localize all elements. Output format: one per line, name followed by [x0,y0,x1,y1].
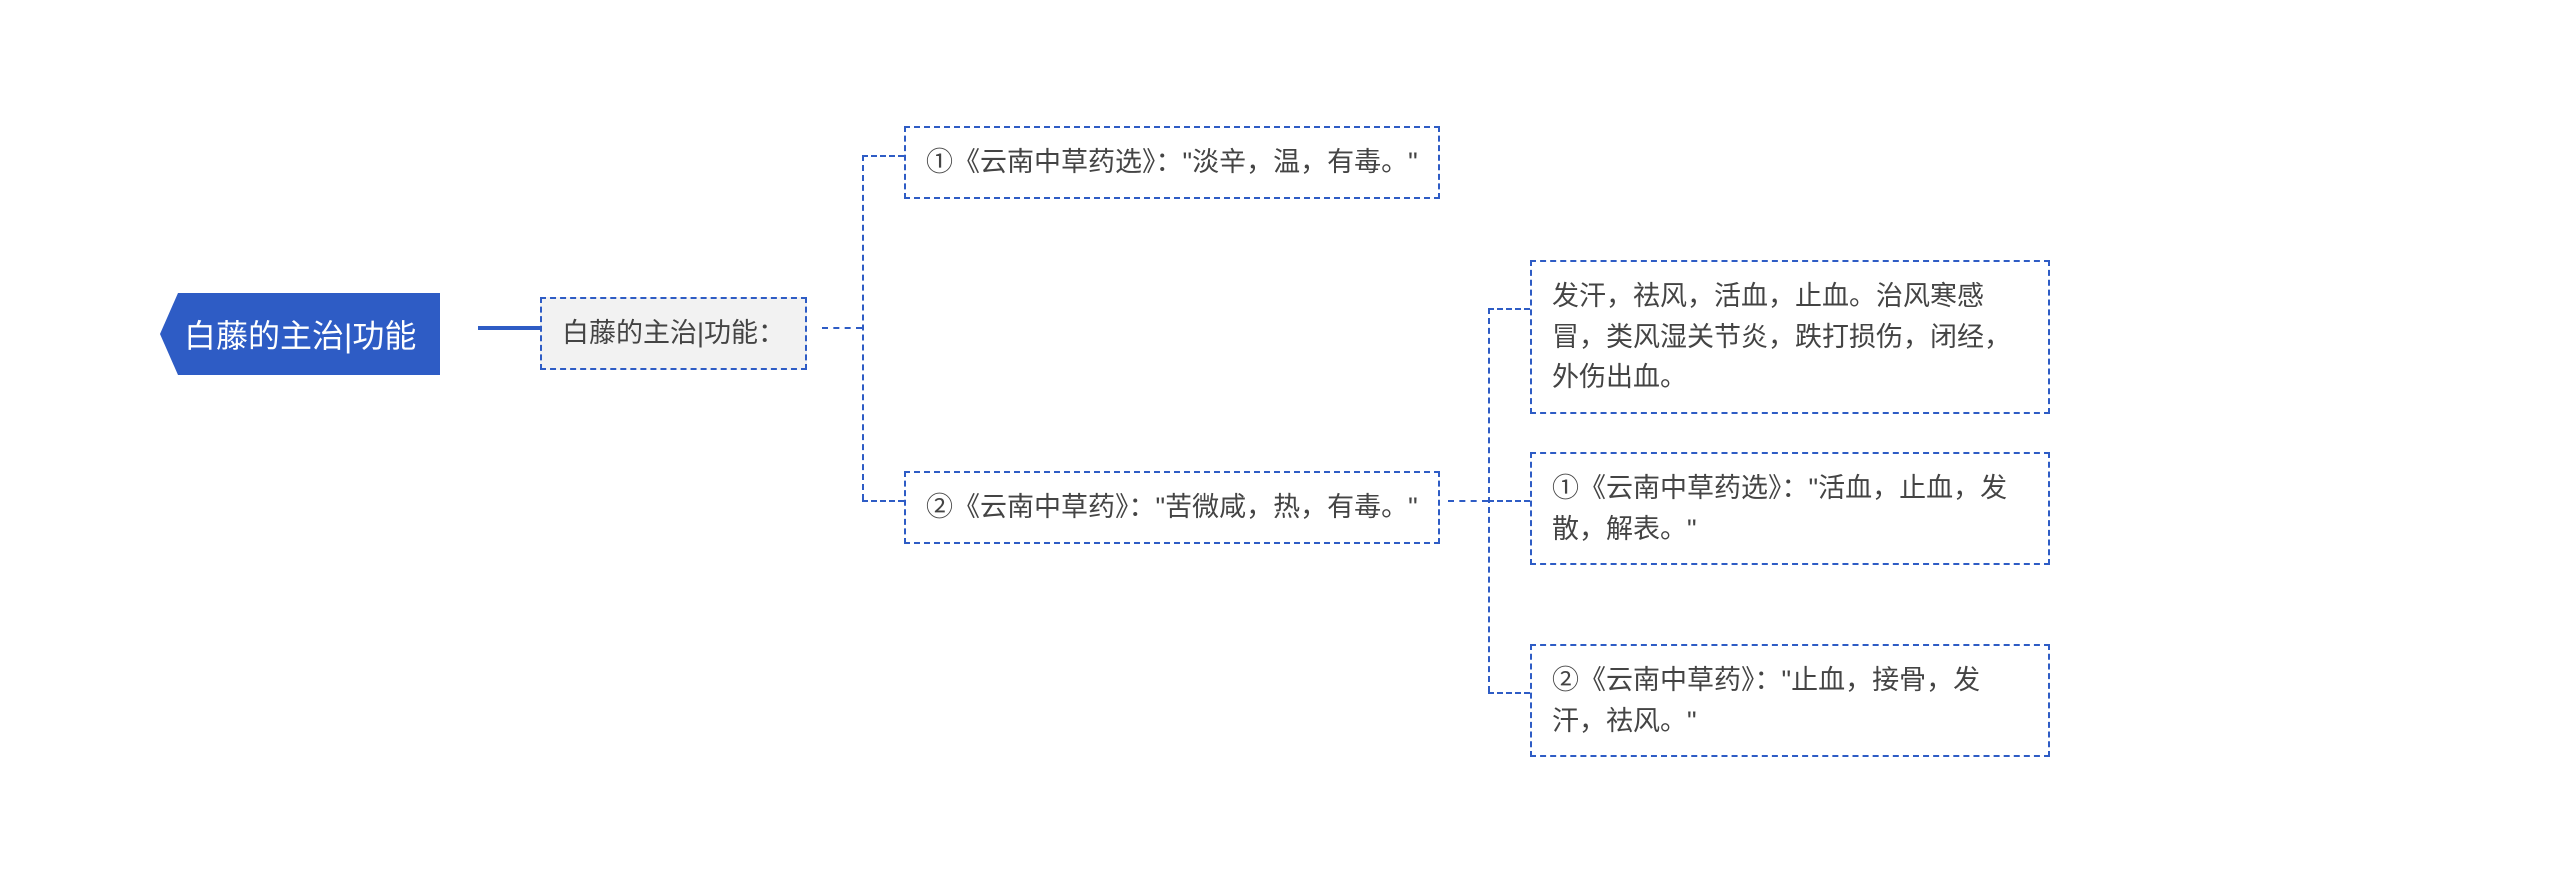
connector-to-l3-0 [1488,308,1530,310]
level3-node-2[interactable]: ②《云南中草药》："止血，接骨，发汗，祛风。" [1530,644,2050,757]
connector-l2-1-out [1448,500,1488,502]
connector-to-l3-1 [1488,500,1530,502]
connector-l1-vsplit [862,155,864,500]
level3-label-2: ②《云南中草药》："止血，接骨，发汗，祛风。" [1552,665,1980,736]
connector-to-l2-1 [862,500,904,502]
connector-root-l1 [478,326,540,330]
root-node[interactable]: 白藤的主治|功能 [160,293,440,375]
level3-label-0: 发汗，祛风，活血，止血。治风寒感冒，类风湿关节炎，跌打损伤，闭经，外伤出血。 [1552,281,2011,392]
level2-node-1[interactable]: ②《云南中草药》："苦微咸，热，有毒。" [904,471,1440,544]
connector-to-l3-2 [1488,692,1530,694]
level3-node-1[interactable]: ①《云南中草药选》："活血，止血，发散，解表。" [1530,452,2050,565]
connector-l1-out [822,327,862,329]
level2-label-0: ①《云南中草药选》："淡辛，温，有毒。" [926,147,1418,177]
level3-node-0[interactable]: 发汗，祛风，活血，止血。治风寒感冒，类风湿关节炎，跌打损伤，闭经，外伤出血。 [1530,260,2050,414]
level1-label: 白藤的主治|功能： [562,318,785,348]
level2-node-0[interactable]: ①《云南中草药选》："淡辛，温，有毒。" [904,126,1440,199]
connector-to-l2-0 [862,155,904,157]
level1-node[interactable]: 白藤的主治|功能： [540,297,807,370]
root-label: 白藤的主治|功能 [184,318,416,354]
level2-label-1: ②《云南中草药》："苦微咸，热，有毒。" [926,492,1418,522]
level3-label-1: ①《云南中草药选》："活血，止血，发散，解表。" [1552,473,2007,544]
